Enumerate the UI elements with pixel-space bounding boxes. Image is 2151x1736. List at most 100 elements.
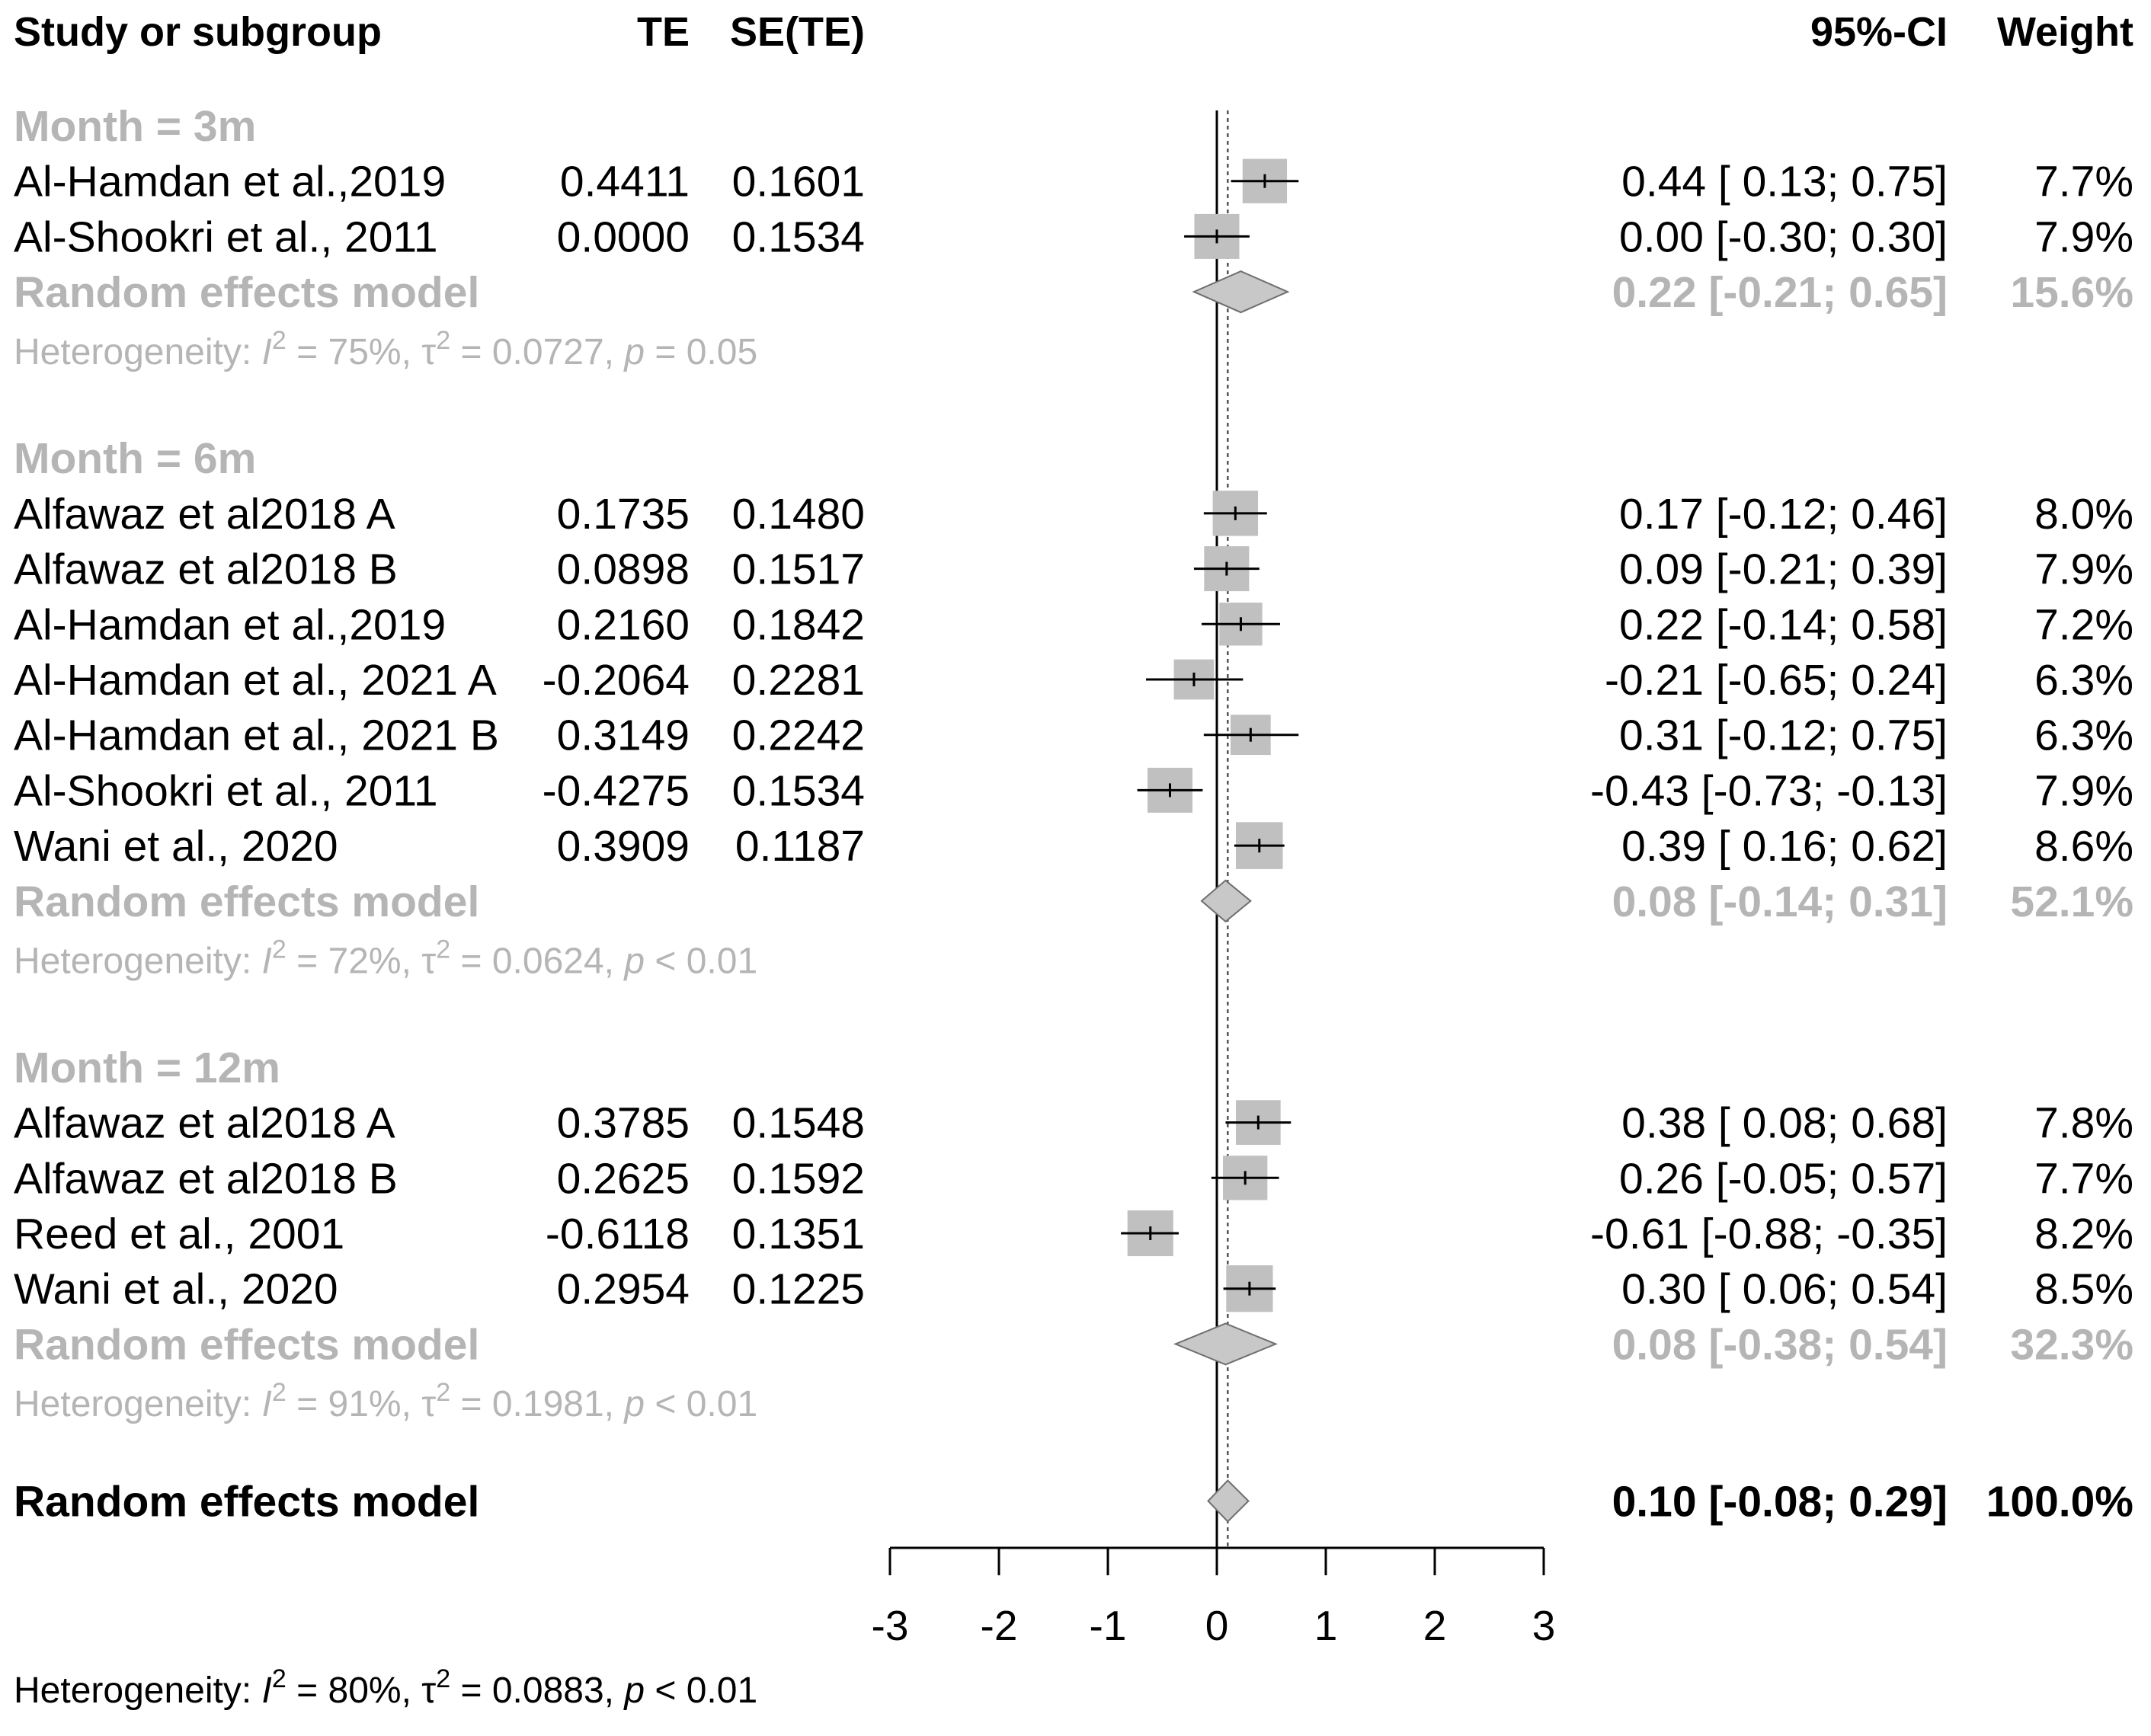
subgroup-summary-label: Random effects model <box>14 1320 479 1369</box>
study-ci: -0.43 [-0.73; -0.13] <box>1590 766 1948 815</box>
subgroup-summary-label: Random effects model <box>14 878 479 926</box>
subgroup-summary-ci: 0.22 [-0.21; 0.65] <box>1612 268 1948 317</box>
subgroup-summary-diamond <box>1192 270 1290 314</box>
study-name: Wani et al., 2020 <box>14 822 338 871</box>
x-axis-tick-label: 3 <box>1532 1602 1556 1649</box>
study-se: 0.1548 <box>732 1099 865 1148</box>
study-se: 0.2281 <box>732 656 865 705</box>
x-axis-tick-label: -1 <box>1090 1602 1127 1649</box>
study-weight: 7.2% <box>2034 600 2133 649</box>
study-te: 0.3149 <box>557 711 690 760</box>
study-se: 0.2242 <box>732 711 865 760</box>
study-te: 0.0000 <box>557 213 690 261</box>
study-name: Alfawaz et al2018 B <box>14 545 398 594</box>
study-weight: 7.9% <box>2034 766 2133 815</box>
study-ci: -0.61 [-0.88; -0.35] <box>1590 1210 1948 1258</box>
subgroup-summary-weight: 32.3% <box>2010 1320 2133 1369</box>
study-se: 0.1592 <box>732 1154 865 1203</box>
study-name: Alfawaz et al2018 A <box>14 1099 395 1148</box>
study-te: 0.0898 <box>557 545 690 594</box>
study-te: 0.1735 <box>557 490 690 539</box>
study-name: Al-Hamdan et al.,2019 <box>14 600 446 649</box>
header-study: Study or subgroup <box>14 9 382 55</box>
study-se: 0.1534 <box>732 213 865 261</box>
study-weight: 8.6% <box>2034 822 2133 871</box>
study-ci: 0.39 [ 0.16; 0.62] <box>1621 822 1948 871</box>
x-axis-tick-label: 1 <box>1314 1602 1338 1649</box>
header-weight: Weight <box>1997 9 2133 55</box>
study-name: Alfawaz et al2018 A <box>14 490 395 539</box>
study-weight: 8.5% <box>2034 1265 2133 1314</box>
study-ci: 0.09 [-0.21; 0.39] <box>1619 545 1948 594</box>
study-te: -0.6118 <box>546 1210 690 1258</box>
study-weight: 7.7% <box>2034 158 2133 206</box>
study-weight: 6.3% <box>2034 711 2133 760</box>
study-ci: 0.44 [ 0.13; 0.75] <box>1621 158 1948 206</box>
subgroup-summary-ci: 0.08 [-0.14; 0.31] <box>1612 878 1948 926</box>
study-ci: -0.21 [-0.65; 0.24] <box>1605 656 1948 705</box>
subgroup-summary-weight: 15.6% <box>2010 268 2133 317</box>
header-ci: 95%-CI <box>1810 9 1948 55</box>
study-weight: 8.0% <box>2034 490 2133 539</box>
study-weight: 7.9% <box>2034 213 2133 261</box>
overall-summary-label: Random effects model <box>14 1478 479 1527</box>
study-name: Wani et al., 2020 <box>14 1265 338 1314</box>
study-se: 0.1225 <box>732 1265 865 1314</box>
study-se: 0.1534 <box>732 766 865 815</box>
study-te: 0.3785 <box>557 1099 690 1148</box>
study-ci: 0.17 [-0.12; 0.46] <box>1619 490 1948 539</box>
subgroup-summary-diamond <box>1200 879 1252 923</box>
study-se: 0.1601 <box>732 158 865 206</box>
study-se: 0.1842 <box>732 600 865 649</box>
subgroup-summary-ci: 0.08 [-0.38; 0.54] <box>1612 1320 1948 1369</box>
study-te: 0.2954 <box>557 1265 690 1314</box>
subgroup-label: Month = 3m <box>14 102 256 151</box>
study-name: Al-Hamdan et al., 2021 A <box>14 656 497 705</box>
study-se: 0.1480 <box>732 490 865 539</box>
x-axis-tick-label: -2 <box>981 1602 1018 1649</box>
study-ci: 0.22 [-0.14; 0.58] <box>1619 600 1948 649</box>
overall-heterogeneity: Heterogeneity: I2 = 80%, τ2 = 0.0883, p … <box>14 1664 757 1711</box>
x-axis-tick-label: 2 <box>1423 1602 1447 1649</box>
header-se: SE(TE) <box>730 9 865 55</box>
study-ci: 0.31 [-0.12; 0.75] <box>1619 711 1948 760</box>
study-te: 0.2625 <box>557 1154 690 1203</box>
study-name: Al-Shookri et al., 2011 <box>14 213 438 261</box>
subgroup-heterogeneity: Heterogeneity: I2 = 72%, τ2 = 0.0624, p … <box>14 935 757 982</box>
overall-summary-weight: 100.0% <box>1986 1478 2133 1527</box>
study-weight: 7.8% <box>2034 1099 2133 1148</box>
study-name: Reed et al., 2001 <box>14 1210 344 1258</box>
study-ci: 0.38 [ 0.08; 0.68] <box>1621 1099 1948 1148</box>
subgroup-heterogeneity: Heterogeneity: I2 = 75%, τ2 = 0.0727, p … <box>14 326 757 372</box>
study-ci: 0.00 [-0.30; 0.30] <box>1619 213 1948 261</box>
study-name: Alfawaz et al2018 B <box>14 1154 398 1203</box>
study-weight: 7.7% <box>2034 1154 2133 1203</box>
overall-summary-diamond <box>1207 1479 1250 1523</box>
subgroup-heterogeneity: Heterogeneity: I2 = 91%, τ2 = 0.1981, p … <box>14 1378 757 1424</box>
study-te: 0.2160 <box>557 600 690 649</box>
overall-summary-ci: 0.10 [-0.08; 0.29] <box>1612 1478 1948 1527</box>
study-se: 0.1187 <box>735 822 865 871</box>
study-name: Al-Shookri et al., 2011 <box>14 766 438 815</box>
study-se: 0.1351 <box>732 1210 865 1258</box>
study-weight: 8.2% <box>2034 1210 2133 1258</box>
study-name: Al-Hamdan et al.,2019 <box>14 158 446 206</box>
x-axis-tick-label: 0 <box>1205 1602 1229 1649</box>
plot-area: Month = 3m Al-Hamdan et al.,2019 0.4411 0.1… <box>14 102 2133 1711</box>
header-te: TE <box>637 9 690 55</box>
study-te: 0.4411 <box>560 158 690 206</box>
study-se: 0.1517 <box>732 545 865 594</box>
study-ci: 0.30 [ 0.06; 0.54] <box>1621 1265 1948 1314</box>
x-axis-tick-label: -3 <box>872 1602 909 1649</box>
study-te: 0.3909 <box>557 822 690 871</box>
study-weight: 6.3% <box>2034 656 2133 705</box>
study-te: -0.2064 <box>543 656 690 705</box>
subgroup-label: Month = 12m <box>14 1044 280 1092</box>
study-weight: 7.9% <box>2034 545 2133 594</box>
study-te: -0.4275 <box>543 766 690 815</box>
study-ci: 0.26 [-0.05; 0.57] <box>1619 1154 1948 1203</box>
subgroup-summary-weight: 52.1% <box>2010 878 2133 926</box>
subgroup-summary-label: Random effects model <box>14 268 479 317</box>
study-name: Al-Hamdan et al., 2021 B <box>14 711 499 760</box>
subgroup-label: Month = 6m <box>14 434 256 483</box>
